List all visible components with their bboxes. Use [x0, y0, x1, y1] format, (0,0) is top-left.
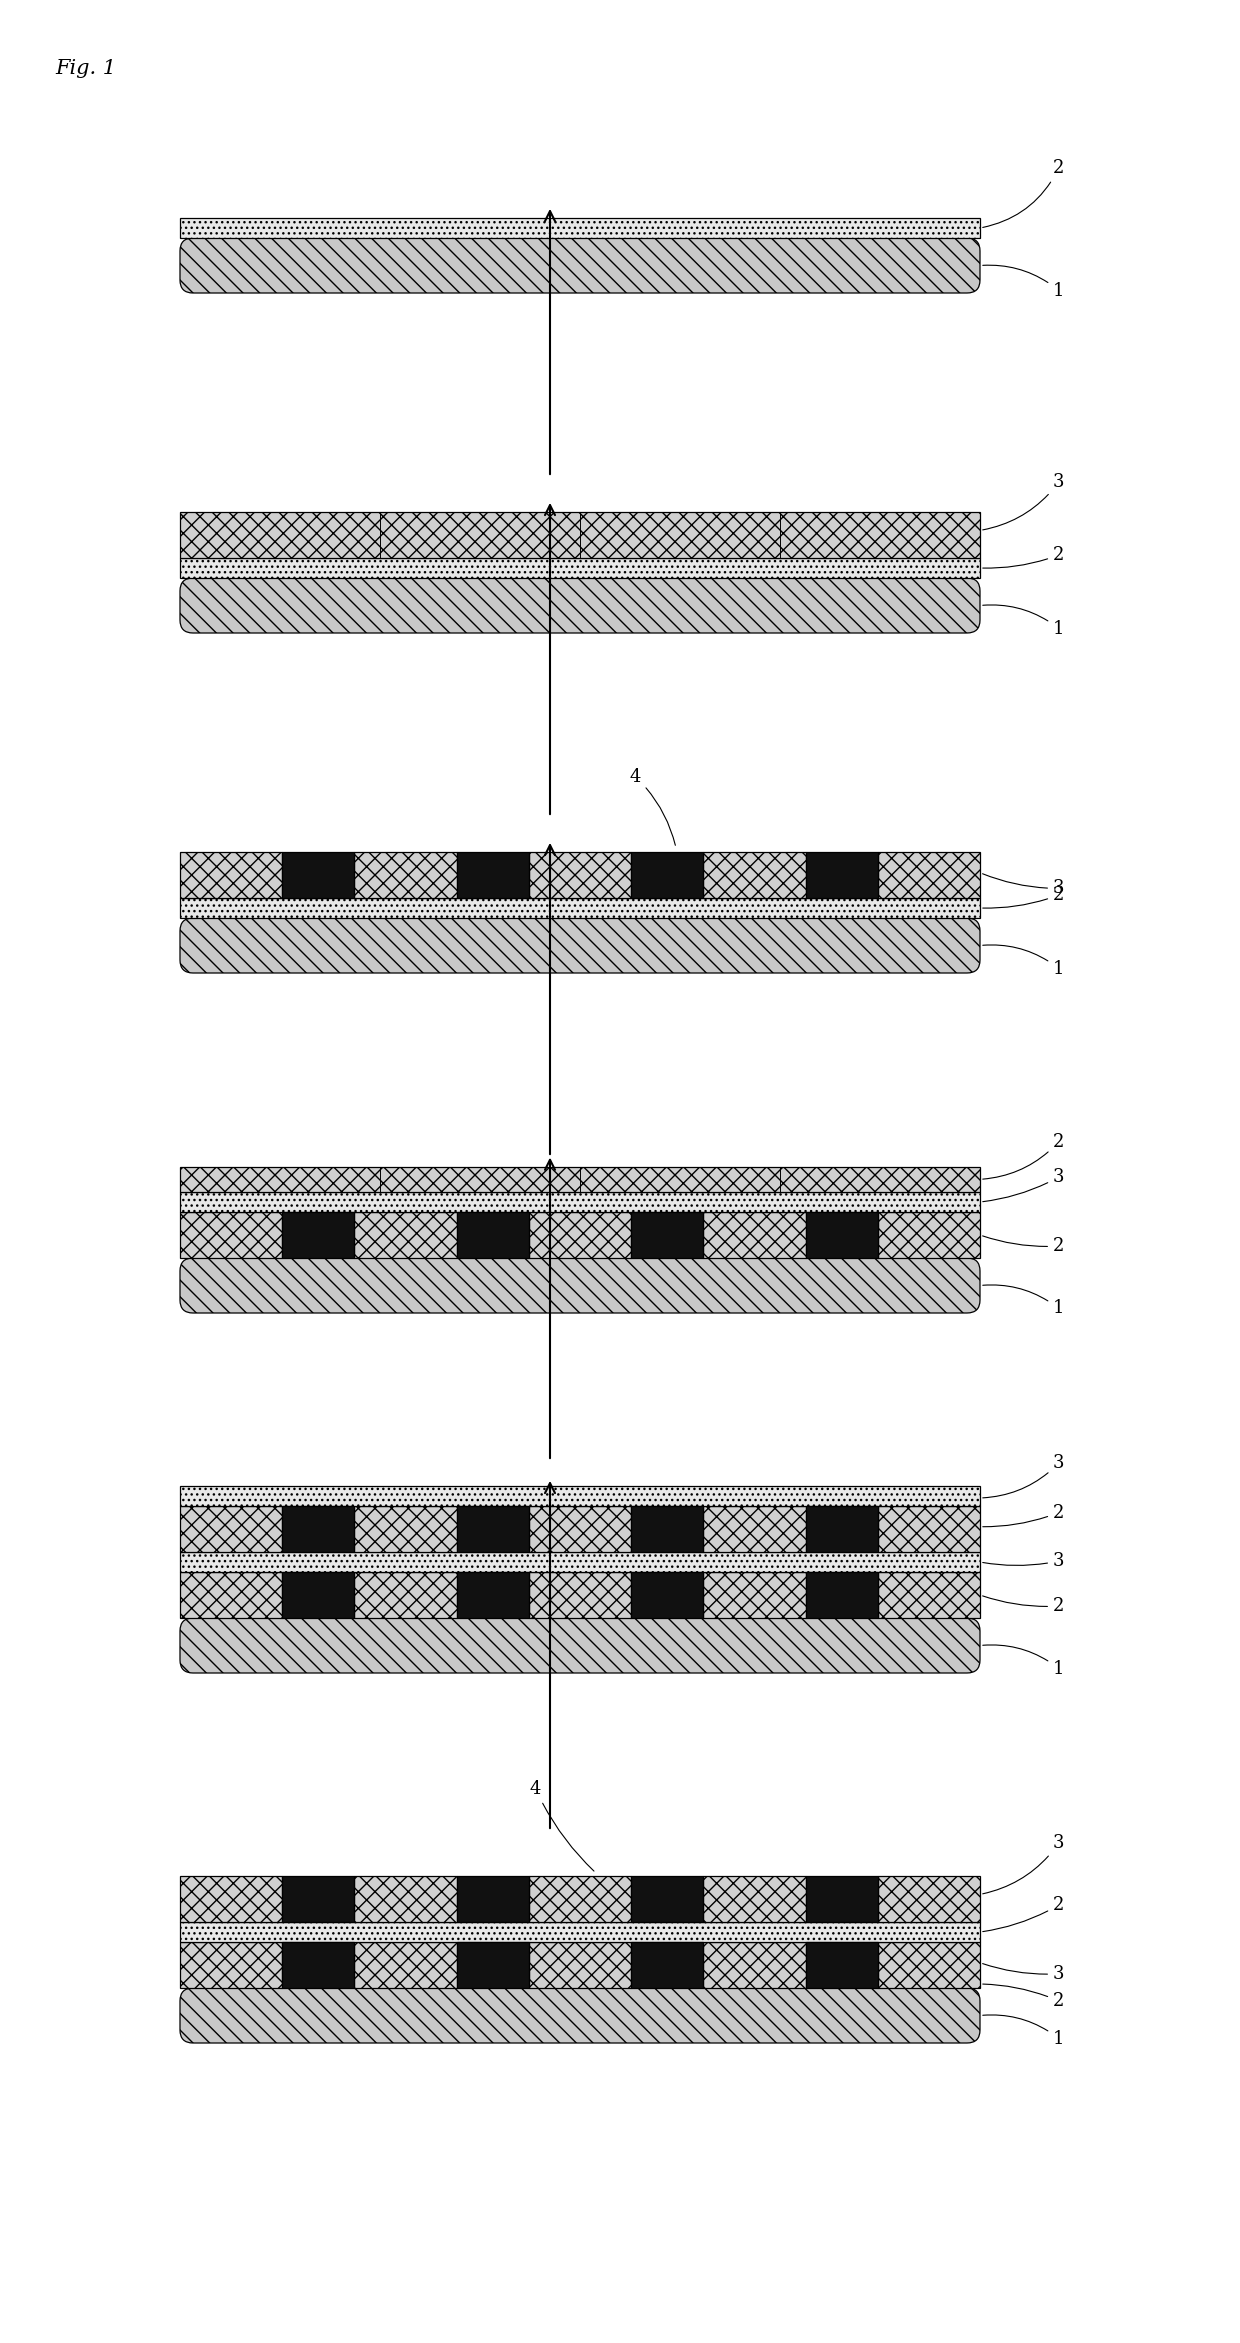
- Bar: [806, 1942, 878, 1987]
- Bar: [631, 1211, 703, 1258]
- Text: 3: 3: [982, 1963, 1064, 1982]
- Text: 2: 2: [982, 1596, 1064, 1614]
- Bar: [180, 897, 980, 918]
- Text: 3: 3: [983, 1551, 1064, 1570]
- Bar: [355, 853, 456, 897]
- Text: 3: 3: [983, 1835, 1064, 1893]
- FancyBboxPatch shape: [180, 918, 980, 972]
- FancyBboxPatch shape: [180, 1987, 980, 2043]
- Bar: [528, 1942, 631, 1987]
- Bar: [283, 853, 355, 897]
- Text: 2: 2: [983, 1895, 1064, 1931]
- Bar: [180, 1167, 980, 1193]
- Bar: [878, 1877, 980, 1921]
- Bar: [806, 1211, 878, 1258]
- Bar: [355, 1572, 456, 1619]
- Bar: [180, 218, 980, 239]
- Bar: [180, 1921, 980, 1942]
- Bar: [806, 1507, 878, 1551]
- Bar: [878, 1942, 980, 1987]
- Text: 1: 1: [983, 944, 1064, 977]
- Text: 3: 3: [982, 874, 1064, 897]
- Text: 2: 2: [983, 886, 1064, 909]
- Bar: [456, 1942, 528, 1987]
- Text: 1: 1: [983, 604, 1064, 637]
- Bar: [878, 1507, 980, 1551]
- Bar: [631, 1507, 703, 1551]
- Text: 2: 2: [983, 546, 1064, 567]
- Bar: [283, 1572, 355, 1619]
- Bar: [180, 1942, 283, 1987]
- Bar: [703, 1572, 806, 1619]
- Bar: [631, 1942, 703, 1987]
- Text: 4: 4: [529, 1781, 594, 1872]
- Bar: [180, 558, 980, 579]
- Bar: [878, 1572, 980, 1619]
- Text: 2: 2: [983, 1132, 1064, 1179]
- Bar: [283, 1877, 355, 1921]
- Bar: [180, 1572, 283, 1619]
- Text: 2: 2: [983, 159, 1064, 227]
- Bar: [528, 1572, 631, 1619]
- Bar: [180, 1193, 980, 1211]
- FancyBboxPatch shape: [180, 1619, 980, 1673]
- Bar: [355, 1877, 456, 1921]
- Text: 3: 3: [983, 1169, 1064, 1202]
- Text: 2: 2: [983, 1504, 1064, 1528]
- Bar: [806, 1877, 878, 1921]
- Text: 1: 1: [983, 1284, 1064, 1317]
- Bar: [631, 1572, 703, 1619]
- Text: 2: 2: [983, 1985, 1064, 2010]
- Bar: [878, 853, 980, 897]
- Bar: [355, 1211, 456, 1258]
- Bar: [283, 1507, 355, 1551]
- Bar: [180, 513, 980, 558]
- Bar: [806, 1572, 878, 1619]
- Bar: [703, 1507, 806, 1551]
- Bar: [528, 853, 631, 897]
- Bar: [180, 1507, 283, 1551]
- Bar: [456, 1877, 528, 1921]
- Bar: [456, 1211, 528, 1258]
- Bar: [355, 1942, 456, 1987]
- Bar: [180, 1877, 283, 1921]
- Bar: [456, 1572, 528, 1619]
- FancyBboxPatch shape: [180, 1258, 980, 1312]
- Bar: [283, 1942, 355, 1987]
- Bar: [878, 1211, 980, 1258]
- Text: 1: 1: [983, 265, 1064, 300]
- Bar: [456, 853, 528, 897]
- Text: 1: 1: [983, 1645, 1064, 1678]
- Bar: [180, 1551, 980, 1572]
- Bar: [180, 1485, 980, 1507]
- Bar: [283, 1211, 355, 1258]
- FancyBboxPatch shape: [180, 579, 980, 633]
- Bar: [528, 1211, 631, 1258]
- Bar: [528, 1507, 631, 1551]
- Bar: [703, 1211, 806, 1258]
- Text: 3: 3: [983, 1455, 1064, 1497]
- FancyBboxPatch shape: [180, 239, 980, 293]
- Bar: [180, 1211, 283, 1258]
- Bar: [180, 853, 283, 897]
- Bar: [703, 1942, 806, 1987]
- Bar: [703, 1877, 806, 1921]
- Text: Fig. 1: Fig. 1: [55, 59, 117, 77]
- Bar: [631, 853, 703, 897]
- Bar: [703, 853, 806, 897]
- Bar: [528, 1877, 631, 1921]
- Bar: [631, 1877, 703, 1921]
- Text: 4: 4: [630, 769, 676, 846]
- Text: 2: 2: [982, 1235, 1064, 1256]
- Bar: [456, 1507, 528, 1551]
- Text: 1: 1: [983, 2015, 1064, 2048]
- Bar: [355, 1507, 456, 1551]
- Text: 3: 3: [983, 473, 1064, 530]
- Bar: [806, 853, 878, 897]
